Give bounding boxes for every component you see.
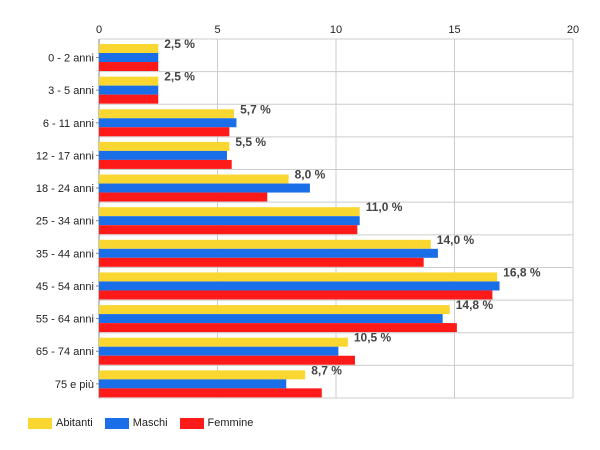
legend-swatch: [179, 417, 204, 429]
data-labels: 2,5 % 2,5 % 5,7 % 5,5 % 8,0 % 11,0 % 14,0 % 16,…: [164, 37, 541, 377]
category-label: 45 - 54 anni: [36, 281, 94, 293]
bar-maschi: [99, 183, 310, 193]
category-label: 12 - 17 anni: [36, 150, 94, 162]
bar-maschi: [99, 118, 237, 128]
legend-label: Maschi: [132, 417, 168, 429]
legend-item-abitanti: Abitanti: [28, 417, 93, 429]
category-label: 25 - 34 anni: [36, 216, 94, 228]
category-label: 35 - 44 anni: [36, 248, 94, 260]
data-label: 16,8 %: [503, 265, 541, 279]
bar-abitanti: [99, 337, 348, 347]
data-label: 11,0 %: [366, 200, 403, 214]
data-label: 8,0 %: [295, 168, 326, 182]
bar-maschi: [99, 379, 287, 389]
x-tick-label: 10: [330, 24, 342, 36]
bar-femmine: [99, 62, 159, 71]
legend-label: Femmine: [207, 417, 254, 429]
x-tick-label: 0: [96, 24, 102, 36]
data-label: 2,5 %: [164, 70, 195, 84]
bar-maschi: [99, 150, 227, 160]
data-label: 10,5 %: [354, 331, 392, 345]
data-label: 14,0 %: [437, 233, 475, 247]
bar-femmine: [99, 323, 457, 333]
bar-femmine: [99, 159, 232, 169]
bar-abitanti: [99, 141, 230, 151]
bar-maschi: [99, 314, 443, 324]
data-label: 8,7 %: [311, 363, 342, 377]
x-tick-label: 15: [448, 24, 460, 36]
category-label: 75 e più: [55, 379, 94, 391]
bar-abitanti: [99, 207, 360, 217]
bar-femmine: [99, 388, 322, 398]
legend-label: Abitanti: [56, 417, 93, 429]
bar-femmine: [99, 257, 424, 267]
legend-swatch: [28, 417, 52, 429]
bar-maschi: [99, 281, 500, 291]
legend-item-maschi: Maschi: [104, 417, 168, 429]
legend-swatch: [104, 417, 129, 429]
category-label: 55 - 64 anni: [36, 314, 94, 326]
category-label: 18 - 24 anni: [36, 183, 94, 195]
x-tick-label: 20: [567, 24, 579, 36]
bar-abitanti: [99, 305, 450, 315]
legend-item-femmine: Femmine: [179, 417, 254, 429]
bar-maschi: [99, 248, 438, 258]
bar-maschi: [99, 346, 339, 356]
bar-femmine: [99, 94, 159, 104]
category-label: 3 - 5 anni: [48, 85, 94, 97]
bars: [99, 44, 500, 398]
bar-maschi: [99, 53, 159, 62]
bar-femmine: [99, 290, 493, 300]
category-label: 6 - 11 anni: [43, 118, 94, 130]
category-label: 0 - 2 anni: [48, 53, 94, 65]
data-label: 2,5 %: [164, 37, 195, 51]
bar-abitanti: [99, 272, 498, 282]
category-labels: 0 - 2 anni 3 - 5 anni 6 - 11 anni 12 - 17 a…: [36, 53, 94, 391]
bar-femmine: [99, 127, 230, 137]
data-label: 5,7 %: [240, 102, 271, 116]
x-tick-label: 5: [214, 24, 220, 36]
bar-maschi: [99, 85, 159, 95]
bar-abitanti: [99, 239, 431, 249]
bar-maschi: [99, 216, 360, 226]
x-axis-ticks: 0 5 10 15 20: [96, 24, 579, 36]
bar-abitanti: [99, 370, 306, 380]
bar-abitanti: [99, 174, 289, 184]
category-label: 65 - 74 anni: [36, 346, 94, 358]
bar-femmine: [99, 225, 358, 235]
data-label: 14,8 %: [456, 298, 494, 312]
legend: Abitanti Maschi Femmine: [28, 417, 265, 429]
bar-abitanti: [99, 44, 159, 53]
bar-abitanti: [99, 76, 159, 86]
bar-abitanti: [99, 109, 235, 119]
bar-femmine: [99, 192, 268, 202]
bar-femmine: [99, 355, 355, 365]
data-label: 5,5 %: [235, 135, 266, 149]
